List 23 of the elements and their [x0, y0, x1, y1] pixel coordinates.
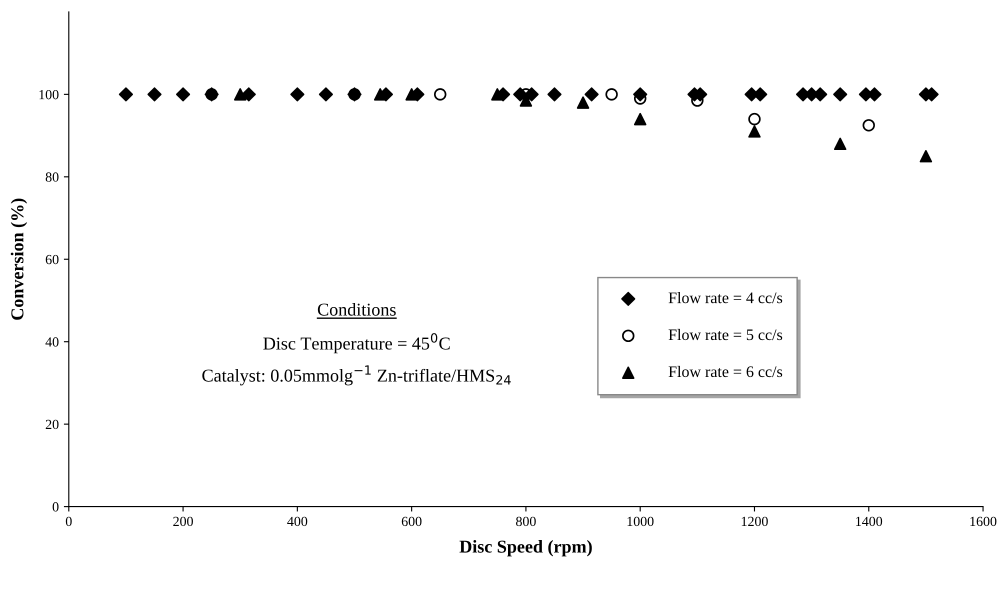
y-tick-label: 100 — [39, 90, 59, 100]
x-axis-title: Disc Speed (rpm) — [460, 540, 592, 556]
x-tick-label: 1000 — [628, 516, 654, 526]
x-tick-label: 800 — [516, 516, 536, 526]
y-tick-label: 60 — [46, 254, 59, 264]
x-tick-label: 400 — [287, 516, 308, 526]
legend-label: Flow rate = 5 cc/s — [668, 328, 782, 340]
y-tick-label: 80 — [46, 172, 59, 182]
x-tick-label: 0 — [66, 516, 72, 526]
annotation: Conditions — [318, 303, 396, 316]
y-axis-title: Conversion (%) — [10, 198, 28, 320]
y-tick-label: 0 — [52, 502, 59, 512]
annotation: Disc Temperature = 45$^{0}$C — [263, 333, 450, 354]
x-tick-label: 600 — [402, 516, 422, 526]
y-tick-label: 20 — [46, 420, 59, 430]
y-tick-label: 40 — [45, 337, 59, 347]
x-tick-label: 1200 — [742, 516, 768, 526]
x-tick-label: 200 — [173, 516, 193, 526]
annotation: Catalyst: 0.05mmolg$^{−1}$ Zn-triflate/HMS$_{24}$ — [202, 365, 511, 386]
x-tick-label: 1600 — [970, 516, 996, 526]
legend-label: Flow rate = 4 cc/s — [668, 292, 782, 304]
legend-label: Flow rate = 6 cc/s — [668, 366, 782, 378]
x-tick-label: 1400 — [856, 516, 882, 526]
